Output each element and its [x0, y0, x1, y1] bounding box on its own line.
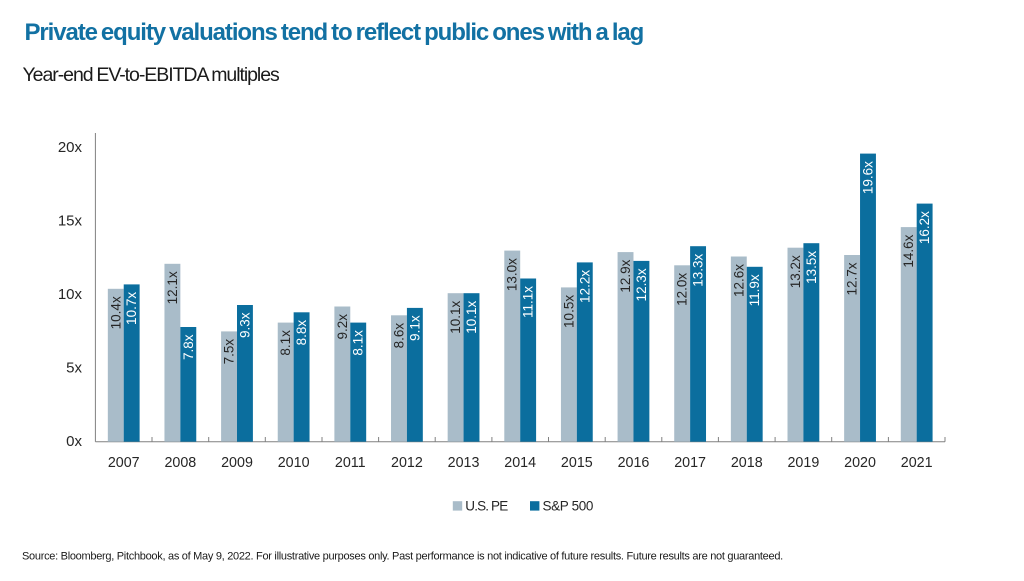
svg-text:S&P 500: S&P 500 [543, 498, 594, 513]
svg-text:2013: 2013 [448, 455, 480, 471]
svg-text:12.6x: 12.6x [731, 264, 746, 297]
svg-text:7.8x: 7.8x [181, 334, 196, 360]
svg-text:10.7x: 10.7x [124, 292, 139, 325]
svg-text:9.3x: 9.3x [237, 312, 252, 338]
svg-text:9.1x: 9.1x [407, 315, 422, 341]
svg-text:13.5x: 13.5x [804, 251, 819, 284]
svg-text:Private equity valuations tend: Private equity valuations tend to reflec… [25, 19, 644, 46]
svg-text:10.4x: 10.4x [108, 296, 123, 329]
svg-text:2007: 2007 [108, 455, 140, 471]
svg-text:2015: 2015 [561, 455, 593, 471]
svg-text:2018: 2018 [731, 455, 763, 471]
svg-text:8.8x: 8.8x [294, 320, 309, 346]
svg-text:14.6x: 14.6x [901, 234, 916, 267]
svg-text:8.6x: 8.6x [391, 323, 406, 349]
svg-text:15x: 15x [58, 213, 83, 230]
svg-text:Year-end EV-to-EBITDA multiple: Year-end EV-to-EBITDA multiples [23, 64, 280, 86]
svg-text:2011: 2011 [335, 455, 366, 471]
svg-text:11.1x: 11.1x [521, 286, 536, 318]
svg-text:2009: 2009 [221, 455, 253, 471]
svg-text:10.1x: 10.1x [464, 300, 479, 333]
svg-text:7.5x: 7.5x [222, 339, 237, 365]
svg-text:2021: 2021 [901, 455, 933, 471]
svg-text:12.9x: 12.9x [618, 259, 633, 292]
svg-text:10.5x: 10.5x [561, 295, 576, 328]
svg-text:2012: 2012 [391, 455, 423, 471]
svg-text:2014: 2014 [504, 455, 536, 471]
svg-text:16.2x: 16.2x [917, 211, 932, 244]
svg-text:2017: 2017 [674, 455, 706, 471]
svg-text:2019: 2019 [787, 455, 819, 471]
svg-text:10.1x: 10.1x [448, 300, 463, 333]
svg-text:2008: 2008 [164, 455, 196, 471]
svg-text:12.3x: 12.3x [634, 268, 649, 301]
svg-text:2010: 2010 [278, 455, 310, 471]
svg-text:12.1x: 12.1x [165, 271, 180, 304]
svg-text:10x: 10x [58, 286, 83, 303]
svg-text:11.9x: 11.9x [747, 274, 762, 306]
svg-text:Source: Bloomberg, Pitchbook,: Source: Bloomberg, Pitchbook, as of May … [22, 551, 783, 563]
svg-text:13.2x: 13.2x [788, 255, 803, 288]
svg-text:2020: 2020 [844, 455, 876, 471]
svg-text:13.0x: 13.0x [505, 258, 520, 291]
svg-text:13.3x: 13.3x [691, 253, 706, 286]
svg-text:12.2x: 12.2x [577, 270, 592, 303]
svg-text:5x: 5x [66, 360, 82, 377]
svg-text:8.1x: 8.1x [351, 330, 366, 356]
svg-text:19.6x: 19.6x [860, 161, 875, 194]
svg-text:12.7x: 12.7x [845, 262, 860, 295]
svg-text:0x: 0x [66, 433, 82, 450]
svg-text:12.0x: 12.0x [675, 273, 690, 306]
svg-text:8.1x: 8.1x [278, 330, 293, 356]
svg-text:2016: 2016 [618, 455, 650, 471]
svg-text:9.2x: 9.2x [335, 314, 350, 340]
svg-text:20x: 20x [58, 139, 83, 156]
svg-text:U.S. PE: U.S. PE [465, 498, 508, 513]
